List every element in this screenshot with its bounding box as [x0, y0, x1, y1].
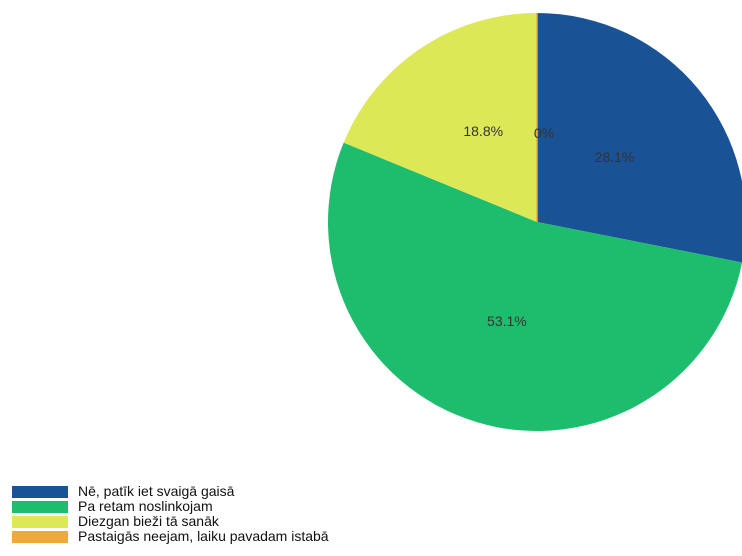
pie-slice-1 [537, 13, 742, 263]
pie-data-label-4: 0% [534, 125, 554, 141]
pie-data-labels: 28.1% 53.1% 18.8% 0% [463, 123, 634, 329]
legend: Nē, patīk iet svaigā gaisā Pa retam nosli… [12, 484, 432, 544]
legend-item-1: Nē, patīk iet svaigā gaisā [12, 484, 432, 499]
pie-slices [328, 13, 742, 431]
legend-item-4: Pastaigās neejam, laiku pavadam istabā [12, 529, 432, 544]
legend-label-4: Pastaigās neejam, laiku pavadam istabā [78, 528, 329, 544]
pie-data-label-1: 28.1% [595, 149, 635, 165]
pie-slice-2 [328, 142, 742, 431]
legend-swatch-2 [12, 500, 68, 513]
pie-data-label-2: 53.1% [487, 313, 527, 329]
pie-slice-3 [343, 13, 537, 222]
legend-swatch-1 [12, 485, 68, 498]
legend-swatch-3 [12, 515, 68, 528]
legend-label-3: Diezgan bieži tā sanāk [78, 513, 219, 529]
legend-item-3: Diezgan bieži tā sanāk [12, 514, 432, 529]
legend-label-2: Pa retam noslinkojam [78, 498, 213, 514]
legend-swatch-4 [12, 530, 68, 543]
pie-data-label-3: 18.8% [463, 123, 503, 139]
legend-item-2: Pa retam noslinkojam [12, 499, 432, 514]
legend-label-1: Nē, patīk iet svaigā gaisā [78, 483, 235, 499]
